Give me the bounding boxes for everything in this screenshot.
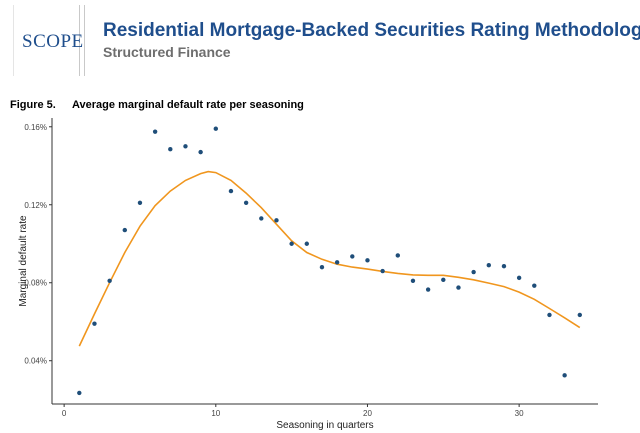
data-point — [562, 373, 567, 378]
data-point — [152, 129, 158, 134]
page-subtitle: Structured Finance — [103, 44, 231, 60]
data-point — [516, 275, 522, 281]
y-tick-label: 0.04% — [24, 357, 47, 366]
data-point — [365, 258, 370, 263]
data-point — [456, 285, 461, 290]
data-point — [425, 287, 431, 292]
data-point — [350, 254, 355, 259]
data-point — [380, 268, 385, 274]
data-point — [228, 188, 234, 194]
figure-title: Average marginal default rate per season… — [72, 99, 304, 111]
x-tick-label: 10 — [211, 409, 220, 418]
data-point — [334, 260, 340, 265]
data-point — [501, 263, 507, 269]
y-tick-label: 0.08% — [24, 279, 47, 288]
data-point — [577, 312, 582, 318]
data-point — [92, 321, 97, 326]
logo-text: SCOPE — [22, 31, 84, 52]
logo-divider — [79, 5, 80, 76]
smooth-trend-line — [78, 170, 581, 347]
data-point — [243, 200, 249, 206]
data-point — [319, 264, 325, 270]
data-point — [122, 227, 128, 233]
data-point — [77, 390, 82, 396]
data-point — [532, 283, 537, 288]
data-point — [183, 144, 188, 149]
x-tick-label: 20 — [363, 409, 372, 418]
data-point — [198, 149, 203, 155]
data-point — [259, 216, 264, 221]
data-point — [410, 278, 416, 283]
x-tick-label: 30 — [515, 409, 524, 418]
data-point — [289, 241, 294, 246]
data-point — [304, 241, 309, 246]
figure-caption: Figure 5. Average marginal default rate p… — [10, 99, 304, 111]
x-axis-title: Seasoning in quarters — [276, 420, 373, 431]
y-tick-label: 0.16% — [24, 123, 47, 132]
data-point — [471, 269, 476, 275]
data-point — [168, 146, 173, 152]
data-point — [395, 253, 400, 258]
page-title: Residential Mortgage-Backed Securities R… — [103, 20, 640, 41]
y-tick-label: 0.12% — [24, 201, 47, 210]
data-point — [441, 277, 446, 283]
y-axis-title: Marginal default rate — [18, 215, 29, 307]
data-point — [274, 218, 279, 223]
data-point — [107, 278, 112, 283]
figure-number: Figure 5. — [10, 99, 56, 111]
scope-logo: SCOPE — [13, 5, 85, 76]
x-tick-label: 0 — [62, 409, 67, 418]
data-point — [137, 200, 143, 206]
report-header: SCOPE Residential Mortgage-Backed Securi… — [0, 0, 640, 82]
data-point — [547, 312, 552, 318]
data-point — [213, 126, 218, 131]
data-point — [486, 262, 491, 268]
